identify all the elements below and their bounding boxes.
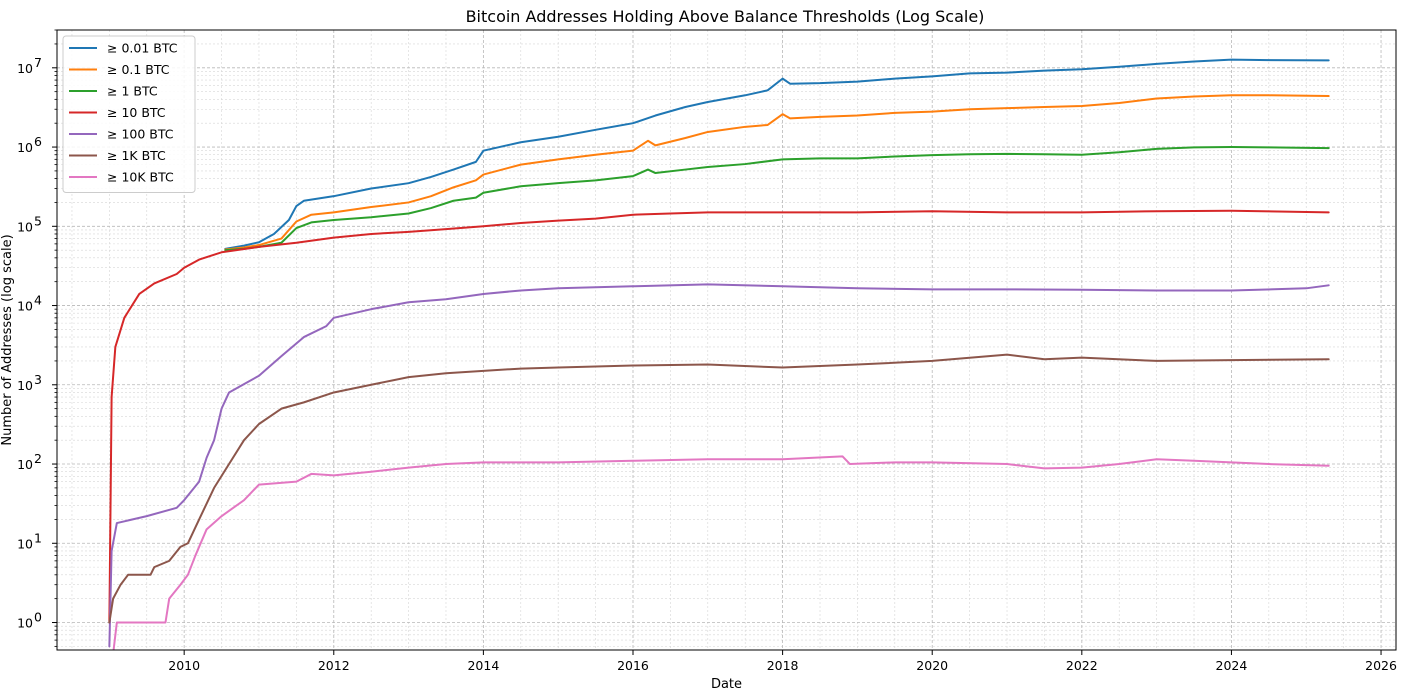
y-tick-exponent: 0 (34, 610, 42, 625)
legend: ≥ 0.01 BTC ≥ 0.1 BTC ≥ 1 BTC ≥ 10 BTC ≥ 100 … (62, 35, 196, 193)
series-line-1 (224, 94, 1330, 251)
x-tick-label: 2012 (318, 658, 350, 673)
x-tick-label: 2024 (1216, 658, 1248, 673)
y-tick-label: 10 (17, 61, 33, 76)
legend-label-0: ≥ 0.01 BTC (107, 41, 178, 56)
y-tick-exponent: 1 (34, 530, 42, 545)
plot-frame (56, 29, 1397, 651)
legend-label-4: ≥ 100 BTC (107, 127, 174, 142)
series-line-5 (108, 353, 1330, 624)
series-line-6 (112, 455, 1330, 650)
y-tick-exponent: 2 (34, 451, 42, 466)
y-tick-exponent: 5 (34, 213, 42, 228)
y-tick-label: 10 (17, 378, 33, 393)
y-tick-label: 10 (17, 299, 33, 314)
x-tick-label: 2016 (617, 658, 649, 673)
legend-label-3: ≥ 10 BTC (107, 105, 166, 120)
y-tick-exponent: 6 (34, 134, 42, 149)
series-line-2 (224, 146, 1330, 252)
y-tick-label: 10 (17, 616, 33, 631)
series-line-3 (108, 209, 1330, 624)
series-line-4 (108, 283, 1330, 648)
y-tick-label: 10 (17, 457, 33, 472)
series-line-0 (224, 58, 1330, 250)
x-tick-label: 2010 (168, 658, 200, 673)
x-tick-label: 2014 (467, 658, 499, 673)
y-tick-label: 10 (17, 140, 33, 155)
y-tick-exponent: 7 (34, 55, 42, 70)
legend-label-2: ≥ 1 BTC (107, 84, 158, 99)
legend-label-5: ≥ 1K BTC (107, 148, 166, 163)
legend-label-1: ≥ 0.1 BTC (107, 62, 170, 77)
legend-box (62, 35, 196, 193)
x-axis: 2010 2012 2014 2016 2018 2020 2022 2024 2026 (168, 650, 1397, 673)
y-tick-label: 10 (17, 536, 33, 551)
legend-label-6: ≥ 10K BTC (107, 170, 174, 185)
x-tick-label: 2018 (767, 658, 799, 673)
y-tick-label: 10 (17, 219, 33, 234)
x-tick-label: 2022 (1066, 658, 1098, 673)
chart-title: Bitcoin Addresses Holding Above Balance … (466, 7, 985, 26)
y-tick-exponent: 3 (34, 372, 42, 387)
plot-series (108, 58, 1330, 650)
y-axis-label: Number of Addresses (log scale) (0, 234, 15, 445)
y-tick-exponent: 4 (34, 293, 42, 308)
x-tick-label: 2020 (916, 658, 948, 673)
x-axis-label: Date (711, 677, 742, 688)
grid (57, 29, 1396, 650)
x-tick-label: 2026 (1365, 658, 1397, 673)
